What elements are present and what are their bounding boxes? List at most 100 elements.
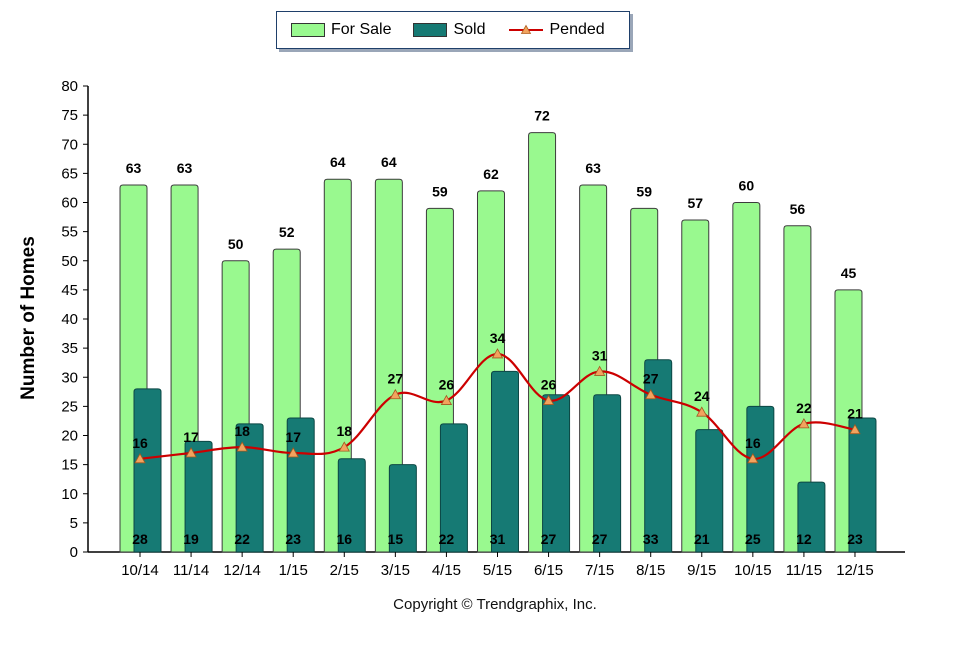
bar-sold	[848, 417, 877, 553]
y-tick-label: 75	[61, 107, 78, 124]
marker-pended	[185, 447, 197, 458]
x-tick-label: 11/15	[786, 562, 822, 579]
y-tick-label: 20	[61, 428, 78, 445]
y-tick-label: 0	[70, 544, 78, 561]
y-tick-label: 30	[61, 369, 78, 386]
x-tick-label: 3/15	[381, 562, 410, 579]
y-tick-label: 10	[61, 486, 78, 503]
data-label-sold: 28	[132, 531, 148, 547]
data-label-pended: 16	[745, 435, 761, 451]
data-label-for-sale: 63	[585, 160, 601, 176]
marker-pended	[798, 418, 810, 429]
marker-pended	[389, 388, 402, 400]
bar-sold	[439, 423, 468, 553]
data-label-sold: 25	[745, 531, 761, 547]
marker-pended	[542, 394, 555, 405]
marker-pended	[849, 423, 861, 435]
marker-pended	[236, 441, 248, 452]
y-tick-label: 80	[61, 78, 78, 95]
legend-item-for-sale: For Sale	[291, 21, 391, 39]
y-tick-label: 70	[61, 136, 78, 153]
data-label-for-sale: 50	[228, 236, 244, 252]
y-tick-label: 5	[70, 515, 78, 532]
data-label-for-sale: 59	[636, 183, 652, 199]
bar-sold	[593, 394, 622, 553]
data-label-pended: 16	[132, 435, 148, 451]
marker-pended	[287, 447, 299, 458]
x-tick-label: 4/15	[432, 562, 461, 579]
x-tick-label: 2/15	[330, 562, 359, 579]
legend-item-pended: Pended	[508, 21, 605, 39]
data-label-pended: 21	[847, 406, 863, 422]
marker-pended	[593, 365, 606, 376]
data-label-pended: 27	[643, 371, 659, 387]
bar-sold	[133, 388, 162, 553]
y-tick-label: 45	[61, 282, 78, 299]
data-label-for-sale: 57	[687, 195, 703, 211]
x-tick-label: 5/15	[483, 562, 512, 579]
y-tick-label: 60	[61, 195, 78, 212]
data-label-sold: 22	[439, 531, 455, 547]
chart-legend: For Sale Sold Pended	[276, 11, 630, 49]
x-tick-label: 1/15	[279, 562, 308, 579]
legend-swatch-sold	[413, 23, 448, 37]
x-tick-label: 10/14	[121, 562, 159, 579]
legend-item-sold: Sold	[413, 21, 486, 39]
marker-pended	[338, 441, 350, 452]
marker-pended	[747, 452, 759, 464]
data-label-pended: 18	[336, 423, 352, 439]
data-label-for-sale: 45	[841, 265, 857, 281]
y-tick-label: 15	[61, 457, 78, 474]
data-label-sold: 15	[388, 531, 404, 547]
y-tick-label: 25	[61, 398, 78, 415]
data-label-for-sale: 64	[330, 154, 346, 170]
data-label-pended: 34	[490, 330, 506, 346]
data-label-sold: 31	[490, 531, 506, 547]
x-tick-label: 9/15	[687, 562, 716, 579]
data-label-sold: 19	[183, 531, 199, 547]
data-label-sold: 27	[592, 531, 608, 547]
bar-for-sale	[374, 178, 403, 553]
bar-sold	[797, 481, 826, 553]
legend-label-for-sale: For Sale	[331, 21, 392, 38]
x-tick-label: 12/15	[836, 562, 874, 579]
data-label-sold: 33	[643, 531, 659, 547]
legend-label-sold: Sold	[453, 21, 486, 38]
data-label-for-sale: 62	[483, 166, 499, 182]
y-tick-label: 40	[61, 311, 78, 328]
data-label-for-sale: 72	[534, 108, 550, 124]
data-label-pended: 26	[439, 377, 455, 393]
y-tick-label: 50	[61, 253, 78, 270]
bar-sold	[542, 394, 571, 553]
data-label-pended: 26	[541, 377, 557, 393]
y-axis-title: Number of Homes	[18, 236, 39, 400]
bar-for-sale	[783, 225, 812, 553]
marker-pended	[491, 348, 504, 359]
data-label-for-sale: 56	[790, 201, 806, 217]
x-tick-label: 7/15	[585, 562, 614, 579]
bar-sold	[746, 405, 775, 553]
bar-sold	[184, 440, 213, 553]
bar-sold	[235, 423, 264, 553]
y-tick-label: 65	[61, 165, 78, 182]
data-label-sold: 27	[541, 531, 557, 547]
y-tick-label: 35	[61, 340, 78, 357]
bar-sold	[490, 370, 519, 553]
data-label-for-sale: 52	[279, 224, 295, 240]
x-tick-label: 11/14	[173, 562, 209, 579]
data-label-sold: 12	[796, 531, 812, 547]
marker-pended	[696, 406, 708, 417]
data-label-for-sale: 63	[177, 160, 193, 176]
marker-pended	[134, 452, 146, 464]
data-label-sold: 16	[336, 531, 352, 547]
data-label-sold: 23	[285, 531, 301, 547]
data-label-for-sale: 60	[739, 178, 755, 194]
x-tick-label: 6/15	[534, 562, 563, 579]
bar-sold	[388, 464, 417, 553]
bar-sold	[337, 458, 366, 553]
data-label-sold: 22	[234, 531, 250, 547]
legend-swatch-for-sale	[291, 23, 325, 37]
data-label-pended: 31	[592, 347, 608, 363]
y-tick-label: 55	[61, 224, 78, 241]
